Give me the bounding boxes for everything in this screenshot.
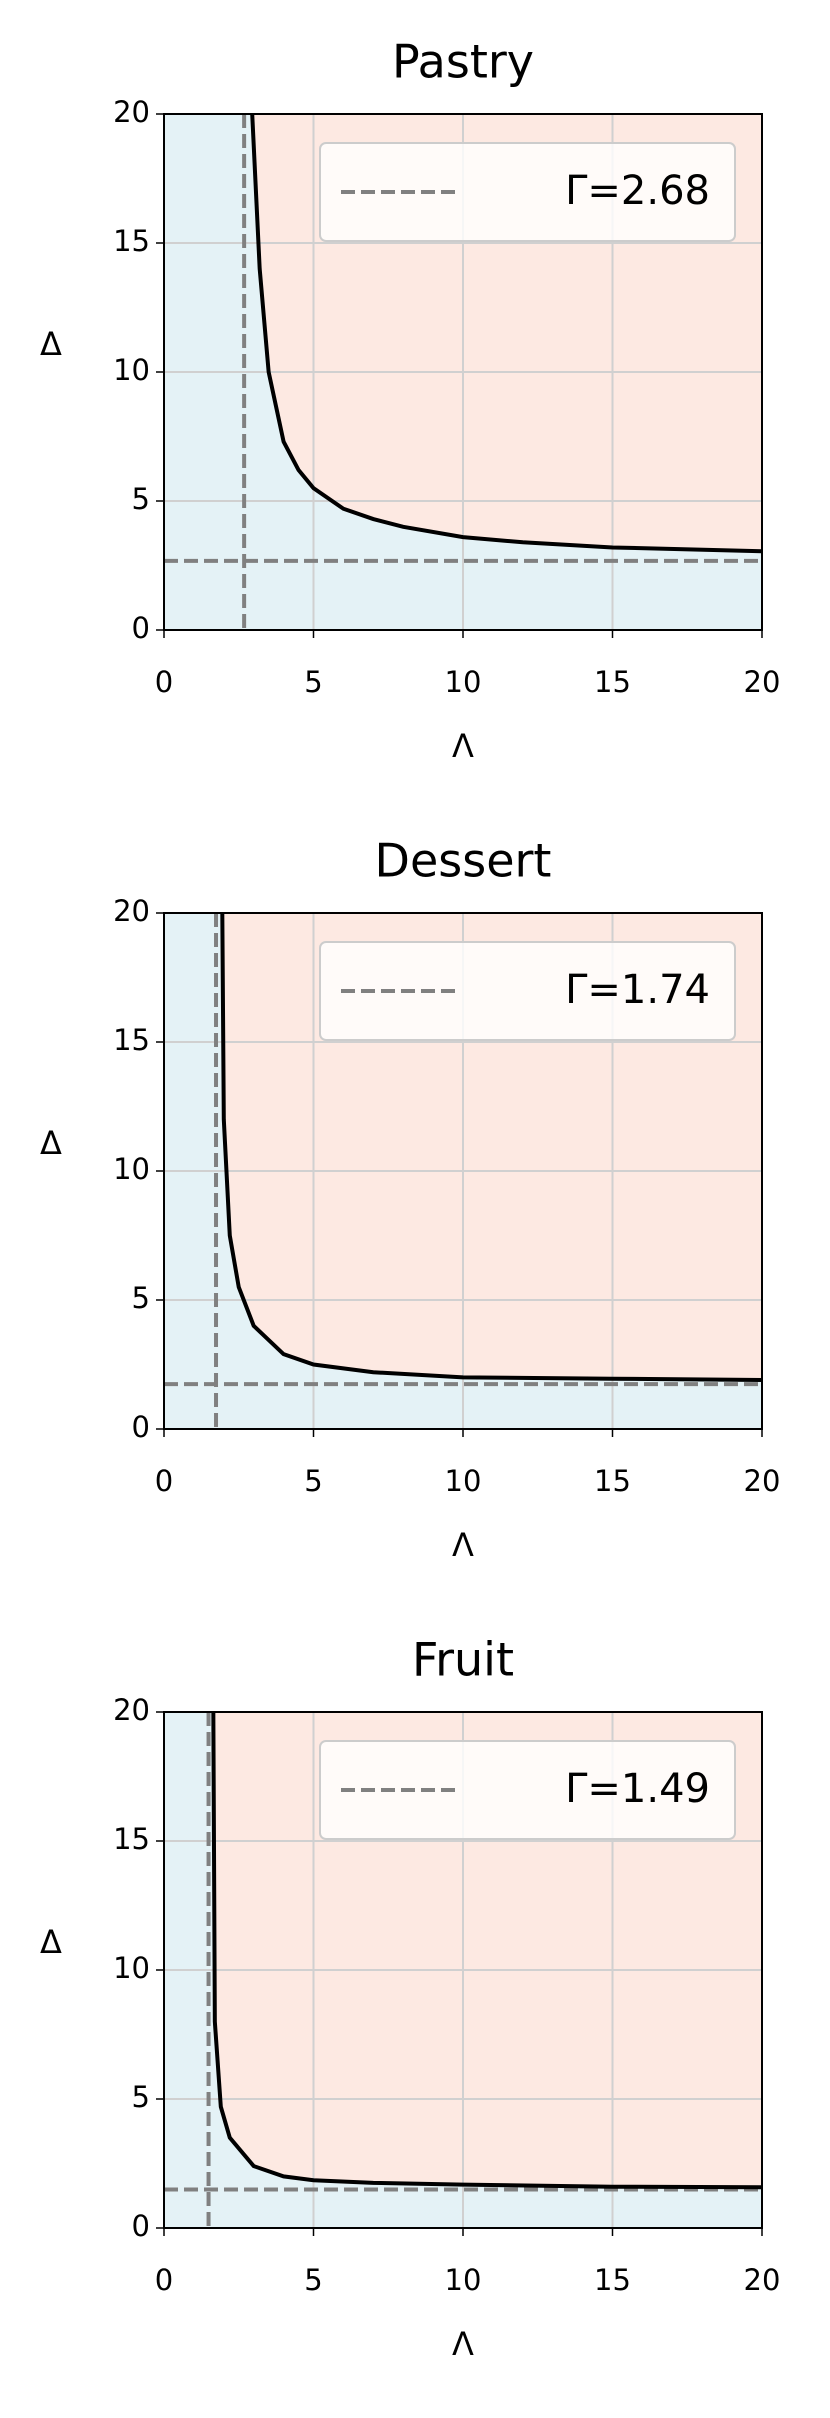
- y-tick-label: 0: [132, 611, 150, 645]
- legend-box: [319, 142, 736, 242]
- y-axis-label: Δ: [40, 1923, 62, 1961]
- legend-box: [319, 1740, 736, 1840]
- y-tick-label: 20: [113, 1693, 150, 1727]
- x-tick-label: 5: [304, 665, 322, 699]
- y-axis-label: Δ: [40, 1124, 62, 1162]
- y-tick-label: 10: [113, 353, 150, 387]
- curve: [211, 1711, 763, 2190]
- y-axis-label: Δ: [40, 325, 62, 363]
- x-tick-label: 20: [744, 1464, 781, 1498]
- y-tick-label: 0: [132, 2209, 150, 2243]
- x-tick-label: 0: [155, 2263, 173, 2297]
- x-tick-label: 5: [304, 1464, 322, 1498]
- x-tick-label: 10: [445, 665, 482, 699]
- y-tick-label: 5: [132, 1281, 150, 1315]
- chart-title: Dessert: [375, 834, 552, 888]
- x-tick-label: 10: [445, 2263, 482, 2297]
- x-tick-label: 0: [155, 1464, 173, 1498]
- y-tick-label: 5: [132, 482, 150, 516]
- chart-title: Fruit: [412, 1633, 514, 1687]
- curve: [250, 113, 763, 554]
- x-tick-label: 20: [744, 2263, 781, 2297]
- x-tick-label: 10: [445, 1464, 482, 1498]
- x-axis-label: Λ: [452, 1526, 474, 1564]
- curve: [220, 912, 763, 1382]
- axes-frame: [163, 113, 763, 631]
- y-tick-label: 20: [113, 95, 150, 129]
- x-tick-label: 15: [594, 1464, 631, 1498]
- x-axis-label: Λ: [452, 2325, 474, 2363]
- legend-label: Γ=2.68: [565, 168, 710, 214]
- y-tick-label: 15: [113, 224, 150, 258]
- axes-frame: [163, 912, 763, 1430]
- x-tick-label: 15: [594, 2263, 631, 2297]
- axes-frame: [163, 1711, 763, 2229]
- x-tick-label: 0: [155, 665, 173, 699]
- x-tick-label: 15: [594, 665, 631, 699]
- x-tick-label: 5: [304, 2263, 322, 2297]
- y-tick-label: 0: [132, 1410, 150, 1444]
- y-tick-label: 10: [113, 1152, 150, 1186]
- x-tick-label: 20: [744, 665, 781, 699]
- y-tick-label: 5: [132, 2080, 150, 2114]
- y-tick-label: 15: [113, 1822, 150, 1856]
- y-tick-label: 15: [113, 1023, 150, 1057]
- y-tick-label: 20: [113, 894, 150, 928]
- legend-box: [319, 941, 736, 1041]
- x-axis-label: Λ: [452, 727, 474, 765]
- chart-title: Pastry: [392, 35, 534, 89]
- legend-label: Γ=1.49: [565, 1766, 710, 1812]
- y-tick-label: 10: [113, 1951, 150, 1985]
- legend-label: Γ=1.74: [565, 967, 710, 1013]
